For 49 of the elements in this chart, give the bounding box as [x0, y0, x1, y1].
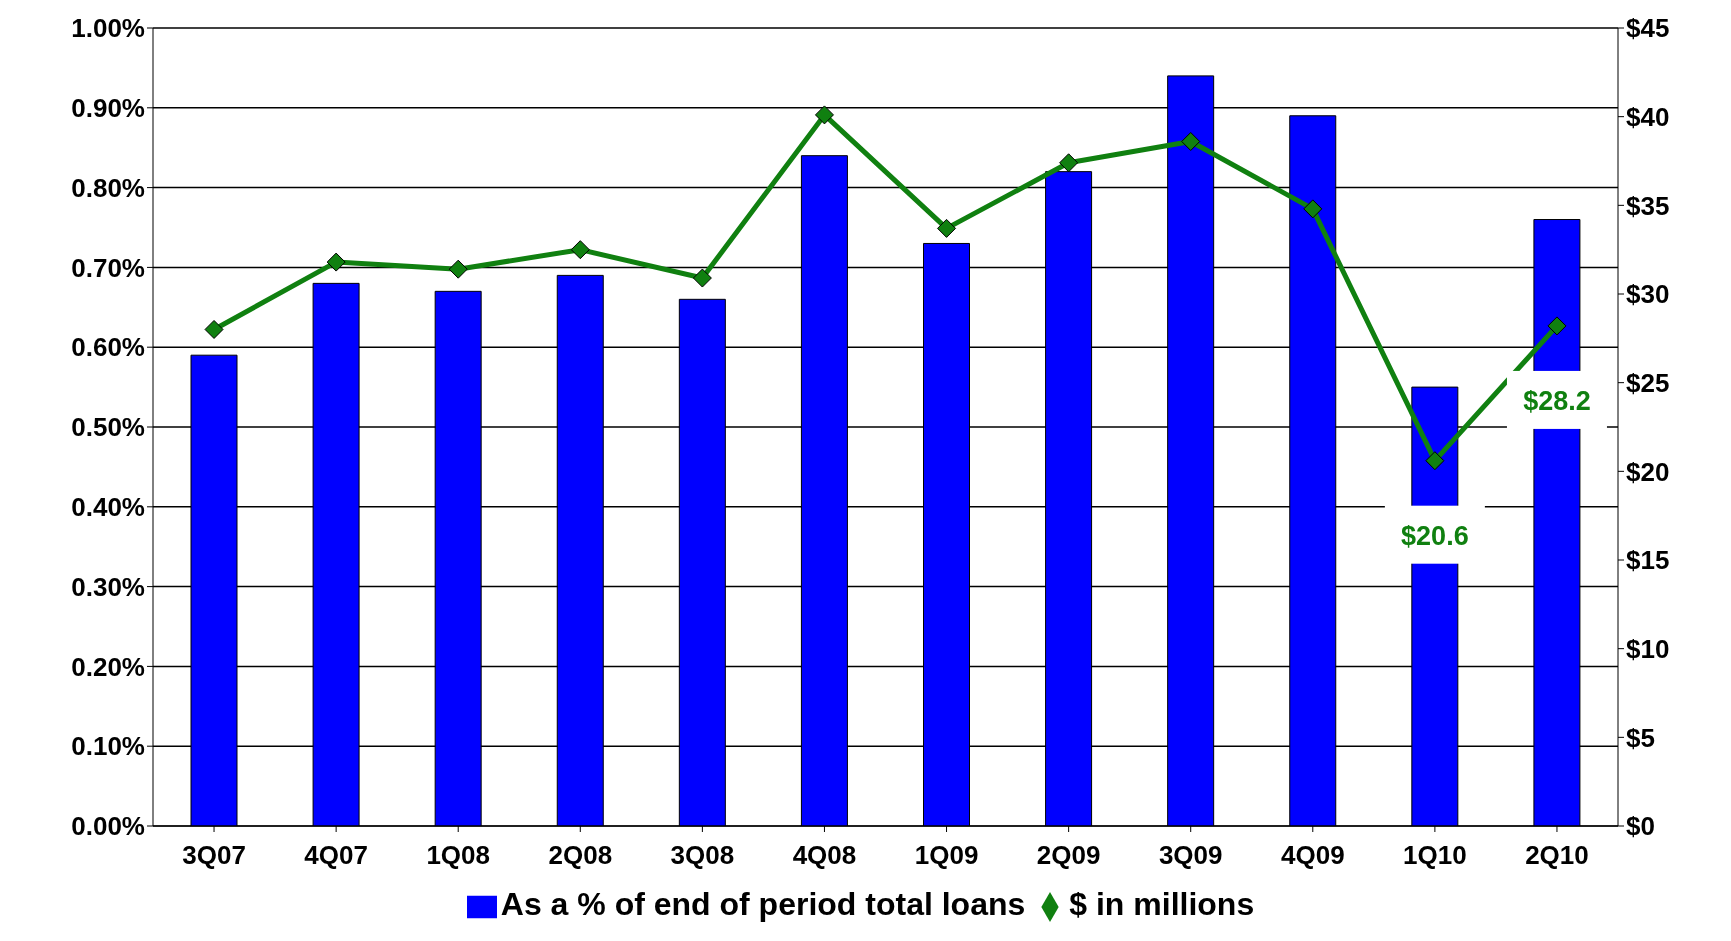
y-tick-label: 1.00% [71, 13, 145, 44]
point [1303, 199, 1323, 219]
legend-label: As a % of end of period total loans [500, 886, 1026, 922]
point [692, 268, 712, 288]
y2-tick-label: $0 [1626, 811, 1655, 842]
x-tick-label: 4Q07 [304, 840, 368, 871]
y2-tick-label: $40 [1626, 101, 1670, 132]
y2-tick-label: $5 [1626, 722, 1655, 753]
y-tick-label: 0.20% [71, 651, 145, 682]
y2-tick-label: $10 [1626, 633, 1670, 664]
x-tick-label: 3Q08 [670, 840, 735, 871]
point [1547, 316, 1567, 336]
point [1059, 153, 1079, 173]
x-tick-label: 1Q10 [1403, 840, 1467, 871]
point [1425, 451, 1445, 471]
y-tick-label: 0.80% [71, 172, 145, 203]
y-tick-label: 0.30% [71, 571, 145, 602]
x-tick-label: 4Q09 [1280, 840, 1345, 871]
legend-label: $ in millions [1069, 886, 1255, 922]
x-tick-label: 3Q07 [182, 840, 246, 871]
point [937, 218, 957, 238]
x-tick-label: 1Q08 [426, 840, 491, 871]
y-tick-label: 0.10% [71, 731, 145, 762]
x-tick-label: 2Q08 [548, 840, 613, 871]
y2-tick-label: $35 [1626, 190, 1670, 221]
point [448, 259, 468, 279]
y2-tick-label: $45 [1626, 13, 1670, 44]
x-tick-label: 4Q08 [792, 840, 857, 871]
y-tick-label: 0.60% [71, 332, 145, 363]
x-tick-label: 2Q09 [1036, 840, 1101, 871]
x-tick-label: 1Q09 [914, 840, 979, 871]
point [570, 240, 590, 260]
point [1181, 131, 1201, 151]
y2-tick-label: $30 [1626, 279, 1670, 310]
y2-tick-label: $25 [1626, 367, 1670, 398]
y-tick-label: 0.40% [71, 492, 145, 523]
x-tick-label: 3Q09 [1158, 840, 1223, 871]
data-label: $20.6 [1401, 520, 1469, 551]
y-tick-label: 0.70% [71, 252, 145, 283]
y-tick-label: 0.90% [71, 93, 145, 124]
point [204, 319, 224, 339]
data-label: $28.2 [1523, 385, 1591, 416]
x-tick-label: 2Q10 [1525, 840, 1589, 871]
y2-tick-label: $20 [1626, 456, 1670, 487]
y-tick-label: 0.50% [71, 412, 145, 443]
point [814, 105, 834, 125]
y2-tick-label: $15 [1626, 545, 1670, 576]
point [326, 252, 346, 272]
y-tick-label: 0.00% [71, 811, 145, 842]
